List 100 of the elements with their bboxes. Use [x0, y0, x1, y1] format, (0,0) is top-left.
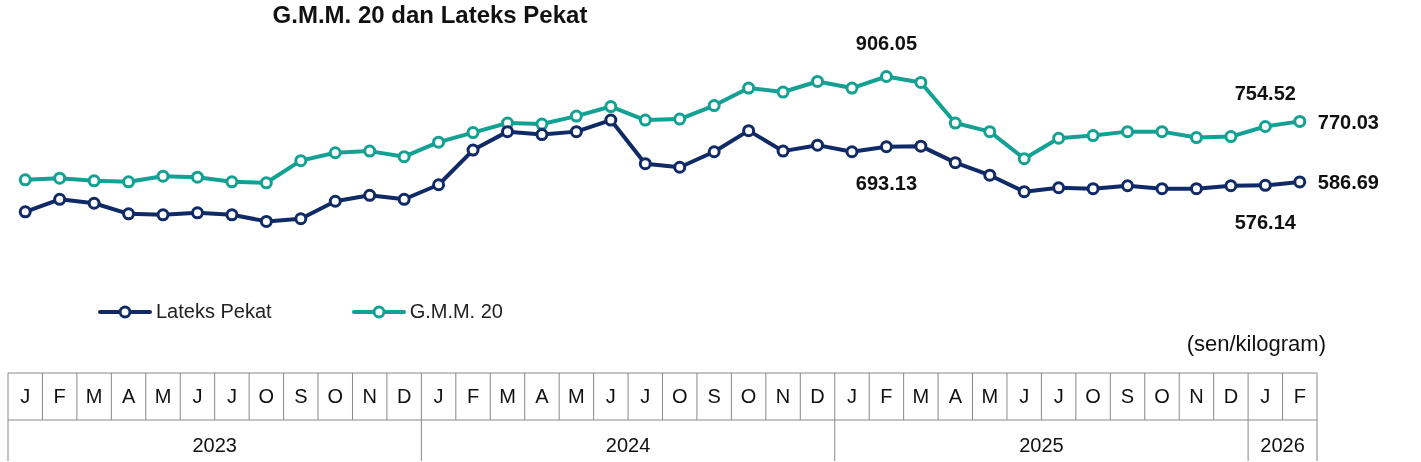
legend-label: Lateks Pekat: [156, 300, 272, 323]
x-tick-label: O: [1085, 385, 1101, 408]
point: [1224, 130, 1238, 144]
data-label: 770.03: [1317, 110, 1379, 133]
point: [259, 176, 273, 190]
point: [122, 207, 136, 221]
x-tick-label: J: [1260, 385, 1271, 408]
point: [1121, 125, 1135, 139]
text: 2025: [1019, 434, 1064, 457]
x-tick-label: J: [226, 385, 237, 408]
x-tick-label: M: [981, 385, 999, 408]
point: [535, 117, 549, 131]
point: [983, 125, 997, 139]
x-tick-label: F: [880, 385, 893, 408]
point: [1155, 125, 1169, 139]
point: [225, 208, 239, 222]
point: [225, 175, 239, 189]
point: [1086, 129, 1100, 143]
point: [1017, 185, 1031, 199]
x-tick-label: O: [671, 385, 688, 408]
point: [673, 112, 687, 126]
point: [707, 145, 721, 159]
point: [914, 139, 928, 153]
point: [18, 173, 32, 187]
point: [742, 124, 756, 138]
chart-title: G.M.M. 20 dan Lateks Pekat: [272, 0, 588, 28]
x-tick-label: A: [121, 385, 136, 408]
x-tick-label: D: [1223, 385, 1239, 408]
point: [18, 205, 32, 219]
legend-label: G.M.M. 20: [409, 300, 503, 323]
point: [294, 154, 308, 168]
point: [879, 70, 893, 83]
point: [811, 74, 825, 88]
point: [156, 208, 170, 222]
point: [1052, 181, 1066, 195]
point: [638, 113, 652, 127]
point: [328, 194, 342, 208]
text: 2024: [605, 434, 651, 457]
x-tick-label: M: [85, 385, 103, 408]
x-tick-label: F: [1293, 385, 1306, 408]
point: [1052, 131, 1066, 145]
x-tick-label: M: [154, 385, 172, 408]
text: 2026: [1260, 434, 1305, 457]
point: [328, 146, 342, 160]
x-tick-label: M: [568, 385, 585, 408]
point: [914, 75, 928, 89]
x-tick-label: S: [1120, 385, 1135, 408]
point: [776, 144, 790, 158]
point: [604, 113, 618, 127]
x-tick-label: J: [640, 385, 651, 408]
x-tick-label: J: [846, 385, 857, 408]
point: [363, 144, 377, 158]
data-label: 586.69: [1317, 171, 1379, 194]
point: [535, 128, 549, 142]
point: [53, 171, 67, 185]
point: [363, 188, 377, 202]
x-tick-label: D: [810, 385, 825, 408]
x-tick-label: N: [775, 385, 791, 408]
point: [948, 116, 962, 130]
data-label: 576.14: [1234, 210, 1297, 233]
point: [569, 109, 583, 123]
point: [742, 81, 756, 95]
point: [1224, 179, 1238, 193]
point: [811, 138, 825, 152]
point: [1258, 178, 1272, 192]
point: [604, 100, 618, 114]
x-tick-label: M: [912, 385, 930, 408]
point: [1293, 175, 1307, 189]
point: [879, 140, 893, 154]
x-tick-label: J: [605, 385, 616, 408]
data-label: 693.13: [855, 172, 917, 195]
point: [87, 196, 101, 210]
x-tick-label: A: [535, 385, 550, 408]
point: [122, 175, 136, 189]
point: [432, 135, 446, 149]
point: [466, 126, 480, 140]
x-tick-label: N: [1189, 385, 1204, 408]
x-tick-label: O: [258, 385, 275, 408]
point: [707, 99, 721, 113]
text: 2023: [192, 434, 237, 457]
x-tick-label: D: [396, 385, 412, 408]
point: [1017, 152, 1031, 166]
x-tick-label: J: [1019, 385, 1030, 408]
point: [1121, 179, 1135, 193]
x-tick-label: J: [433, 385, 444, 408]
point: [432, 178, 446, 192]
x-tick-label: J: [20, 385, 31, 408]
point: [397, 150, 411, 164]
point: [190, 206, 204, 220]
point: [500, 125, 514, 139]
point: [1293, 114, 1307, 128]
point: [845, 145, 859, 159]
point: [294, 212, 308, 226]
x-tick-label: J: [192, 385, 203, 408]
x-tick-label: O: [740, 385, 757, 408]
point: [1086, 182, 1100, 196]
point: [1155, 182, 1169, 196]
point: [673, 160, 687, 174]
x-tick-label: F: [53, 385, 66, 408]
point: [397, 192, 411, 206]
